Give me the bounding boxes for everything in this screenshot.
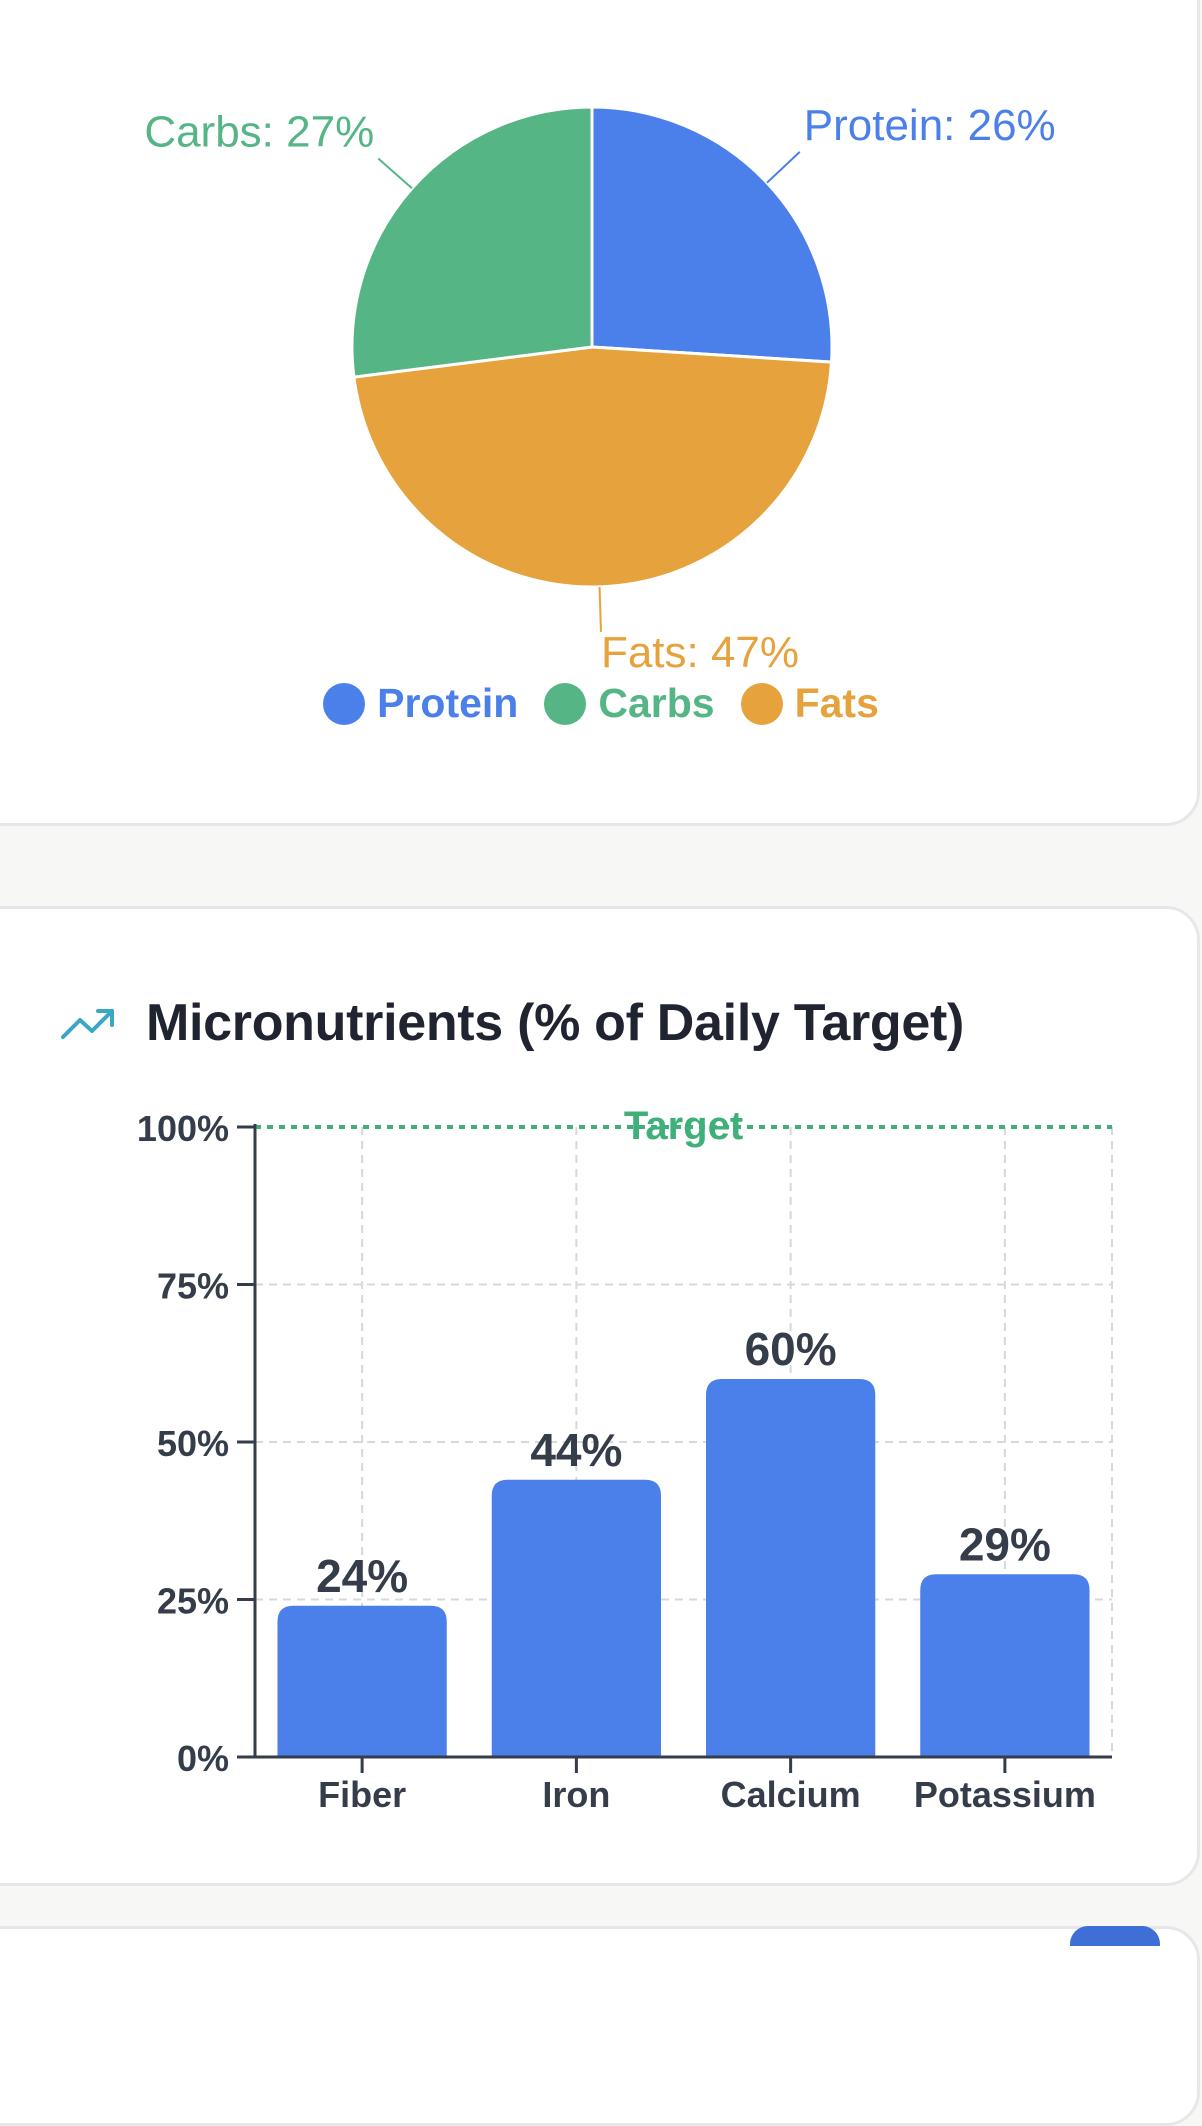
bar-value-label: 44% [530,1424,622,1476]
legend-item-fats[interactable]: Fats [740,680,879,727]
bar-calcium[interactable] [705,1379,876,1757]
next-card [0,1926,1200,2126]
legend-item-protein[interactable]: Protein [323,680,518,727]
y-tick-label: 100% [137,1108,229,1149]
pie-leader-carbs [377,157,413,190]
trending-up-icon [61,1009,114,1039]
x-tick-label: Iron [542,1774,610,1815]
bar-iron[interactable] [491,1479,662,1757]
x-tick-label: Calcium [721,1774,861,1815]
legend-item-carbs[interactable]: Carbs [544,680,715,727]
pie-slice-carbs[interactable] [350,105,594,379]
pie-label-fats: Fats: 47% [601,628,799,677]
legend-dot-protein [323,682,366,725]
pie-label-carbs: Carbs: 27% [144,108,374,157]
legend-label-fats: Fats [794,680,879,726]
legend-dot-carbs [544,682,587,725]
micronutrients-header: Micronutrients (% of Daily Target) [60,988,964,1058]
target-label: Target [624,1104,743,1148]
x-tick-label: Potassium [914,1774,1096,1815]
pie-slice-fats[interactable] [352,345,834,589]
y-tick-label: 25% [157,1581,229,1622]
micronutrients-bar-chart: Target 0% 25% 50% 75% 100% 24% Fiber 44% Iron 60%… [137,1104,1113,1815]
y-tick-label: 50% [157,1423,229,1464]
macros-pie-chart: Protein: 26% Fats: 47% Carbs: 27% [144,101,1056,677]
pie-leader-protein [766,151,801,184]
x-tick-label: Fiber [318,1774,406,1815]
bar-value-label: 60% [745,1323,837,1375]
bar-potassium[interactable] [920,1574,1090,1757]
bar-value-label: 29% [959,1518,1051,1570]
pie-slice-protein[interactable] [590,105,834,364]
legend-label-protein: Protein [377,680,519,726]
next-card-tab[interactable] [1070,1926,1160,1946]
y-tick-label: 75% [157,1266,229,1307]
legend-label-carbs: Carbs [598,680,715,726]
bar-value-label: 24% [316,1550,408,1602]
bar-fiber[interactable] [277,1605,447,1757]
macros-legend: Protein Carbs Fats [0,680,1202,727]
pie-leader-fats [598,586,602,632]
micronutrients-title: Micronutrients (% of Daily Target) [146,994,965,1052]
y-tick-label: 0% [177,1738,229,1779]
pie-label-protein: Protein: 26% [804,101,1056,150]
legend-dot-fats [740,682,783,725]
